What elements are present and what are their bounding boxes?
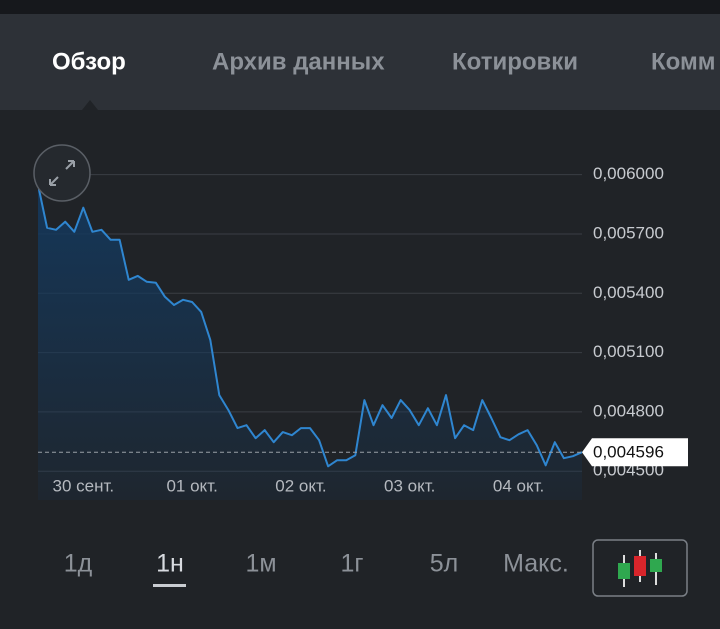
range-underline — [153, 584, 186, 587]
expand-button[interactable] — [33, 144, 91, 202]
range-button[interactable]: 1д — [64, 550, 93, 578]
y-tick-label: 0,004800 — [593, 401, 664, 420]
tab-bar — [0, 14, 720, 110]
range-button[interactable]: 1г — [340, 550, 363, 578]
candle-toggle[interactable] — [592, 539, 688, 597]
range-button[interactable]: 5л — [430, 550, 459, 578]
x-tick-label: 04 окт. — [493, 476, 544, 495]
tab[interactable]: Котировки — [452, 48, 578, 75]
x-tick-label: 01 окт. — [166, 476, 217, 495]
range-button[interactable]: 1м — [245, 550, 276, 578]
x-tick-label: 03 окт. — [384, 476, 435, 495]
range-button[interactable]: 1н — [156, 550, 184, 578]
x-tick-label: 30 сент. — [53, 476, 115, 495]
y-tick-label: 0,005400 — [593, 283, 664, 302]
range-button[interactable]: Макс. — [503, 550, 569, 578]
tab[interactable]: Обзор — [52, 48, 126, 75]
tab[interactable]: Архив данных — [212, 48, 385, 75]
price-line — [38, 184, 582, 468]
y-tick-label: 0,005700 — [593, 223, 664, 242]
tab[interactable]: Комм — [651, 48, 716, 75]
y-tick-label: 0,005100 — [593, 342, 664, 361]
x-tick-label: 02 окт. — [275, 476, 326, 495]
area — [38, 184, 582, 500]
plot: 0,0045000,0048000,0051000,0054000,005700… — [38, 164, 688, 500]
y-tick-label: 0,006000 — [593, 164, 664, 183]
current-price-label: 0,004596 — [593, 443, 664, 462]
tab-pointer — [82, 100, 98, 110]
status-strip — [0, 0, 720, 14]
current-price-box — [582, 438, 688, 467]
